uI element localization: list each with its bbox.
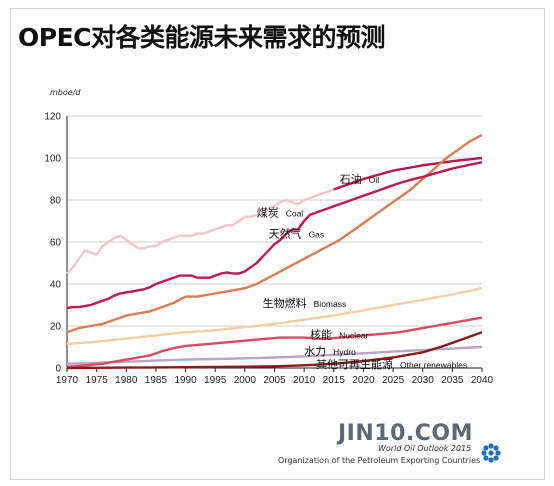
series-line-hydro <box>66 345 483 365</box>
chart-title: OPEC对各类能源未来需求的预测 <box>18 23 386 52</box>
y-unit-label: mboe/d <box>50 88 81 97</box>
x-tick-label: 1980 <box>115 375 138 386</box>
series-label-zh: 石油 <box>340 172 362 186</box>
series-line-other <box>66 331 483 370</box>
x-tick-label: 2005 <box>263 375 286 386</box>
series-line-coal <box>66 161 483 310</box>
series-label-en: Oil <box>369 175 380 185</box>
series-label-other: 其他可再生能源 Other renewables <box>316 357 467 371</box>
y-tick-label: 100 <box>44 154 61 165</box>
series-label-zh: 水力 <box>304 345 326 358</box>
x-tick-label: 2035 <box>441 375 464 386</box>
series-line-nuclear <box>66 316 483 369</box>
y-tick-label: 20 <box>50 322 62 333</box>
x-tick-label: 2025 <box>382 375 405 386</box>
series-label-zh: 核能 <box>310 327 332 341</box>
x-tick-label: 2020 <box>352 375 375 386</box>
x-tick-label: 2030 <box>412 375 435 386</box>
opec-logo-icon <box>481 443 501 463</box>
series-line-oil-projected <box>333 156 483 191</box>
x-tick-label: 1985 <box>145 375 168 386</box>
series-label-nuclear: 核能 Nuclear <box>310 327 368 341</box>
series-line-oil-historical <box>66 188 335 275</box>
series-label-zh: 其他可再生能源 <box>316 357 393 371</box>
watermark: JIN10.COM <box>338 421 473 446</box>
series-label-zh: 生物燃料 <box>263 296 307 310</box>
x-tick-label: 2040 <box>471 375 494 386</box>
series-label-en: Coal <box>286 209 304 219</box>
source-publication: World Oil Outlook 2015 <box>378 444 472 453</box>
series-label-en: Biomass <box>314 299 347 309</box>
series-label-zh: 煤炭 <box>257 207 279 220</box>
x-tick-label: 2000 <box>234 375 257 386</box>
series-label-en: Gas <box>309 230 325 240</box>
y-tick-label: 40 <box>50 280 62 291</box>
y-tick-label: 60 <box>50 238 62 249</box>
y-tick-label: 0 <box>55 364 61 375</box>
series-label-hydro: 水力 Hydro <box>304 345 356 358</box>
x-tick-label: 2015 <box>323 375 346 386</box>
series-label-en: Hydro <box>333 347 356 357</box>
x-tick-label: 2010 <box>293 375 316 386</box>
series-line-gas <box>66 133 483 334</box>
series-label-coal: 煤炭 Coal <box>257 207 304 220</box>
series-label-en: Nuclear <box>339 330 368 340</box>
source-organization: Organization of the Petroleum Exporting … <box>278 456 481 465</box>
series-label-en: Other renewables <box>400 360 467 370</box>
series-line-biomass <box>66 287 483 346</box>
chart-frame <box>10 8 545 480</box>
x-tick-label: 1975 <box>86 375 109 386</box>
x-tick-label: 1990 <box>174 375 197 386</box>
y-tick-label: 120 <box>44 112 61 123</box>
series-label-zh: 天然气 <box>269 227 302 241</box>
y-tick-label: 80 <box>50 196 62 207</box>
series-label-biomass: 生物燃料 Biomass <box>263 296 347 310</box>
series-label-gas: 天然气 Gas <box>269 227 325 241</box>
series-label-oil: 石油 Oil <box>340 172 380 186</box>
x-tick-label: 1995 <box>204 375 227 386</box>
x-tick-label: 1970 <box>56 375 79 386</box>
